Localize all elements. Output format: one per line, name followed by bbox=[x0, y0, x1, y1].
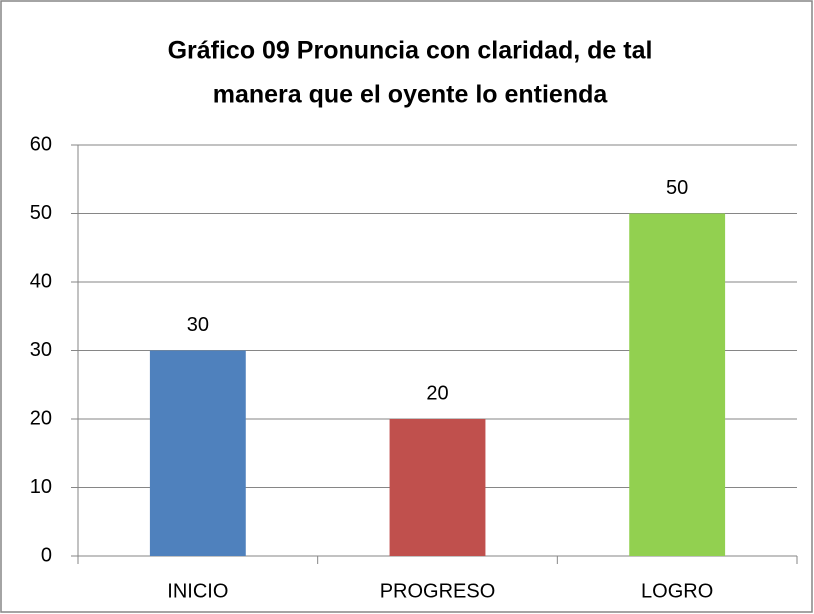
x-tick-label: PROGRESO bbox=[380, 580, 496, 602]
y-tick-label: 40 bbox=[30, 270, 52, 292]
data-label: 20 bbox=[426, 382, 448, 404]
y-tick-label: 30 bbox=[30, 339, 52, 361]
y-tick-label: 20 bbox=[30, 407, 52, 429]
y-tick-label: 50 bbox=[30, 202, 52, 224]
y-tick-label: 60 bbox=[30, 133, 52, 155]
x-tick-label: LOGRO bbox=[641, 580, 713, 602]
bar bbox=[149, 350, 246, 556]
y-tick-label: 0 bbox=[41, 544, 52, 566]
bar bbox=[629, 213, 726, 556]
data-label: 30 bbox=[187, 314, 209, 336]
y-tick-label: 10 bbox=[30, 476, 52, 498]
x-tick-label: INICIO bbox=[167, 580, 228, 602]
chart-title: Gráfico 09 Pronuncia con claridad, de ta… bbox=[168, 37, 653, 65]
data-label: 50 bbox=[666, 177, 688, 199]
bar bbox=[389, 419, 486, 556]
chart-title: manera que el oyente lo entienda bbox=[213, 81, 609, 109]
